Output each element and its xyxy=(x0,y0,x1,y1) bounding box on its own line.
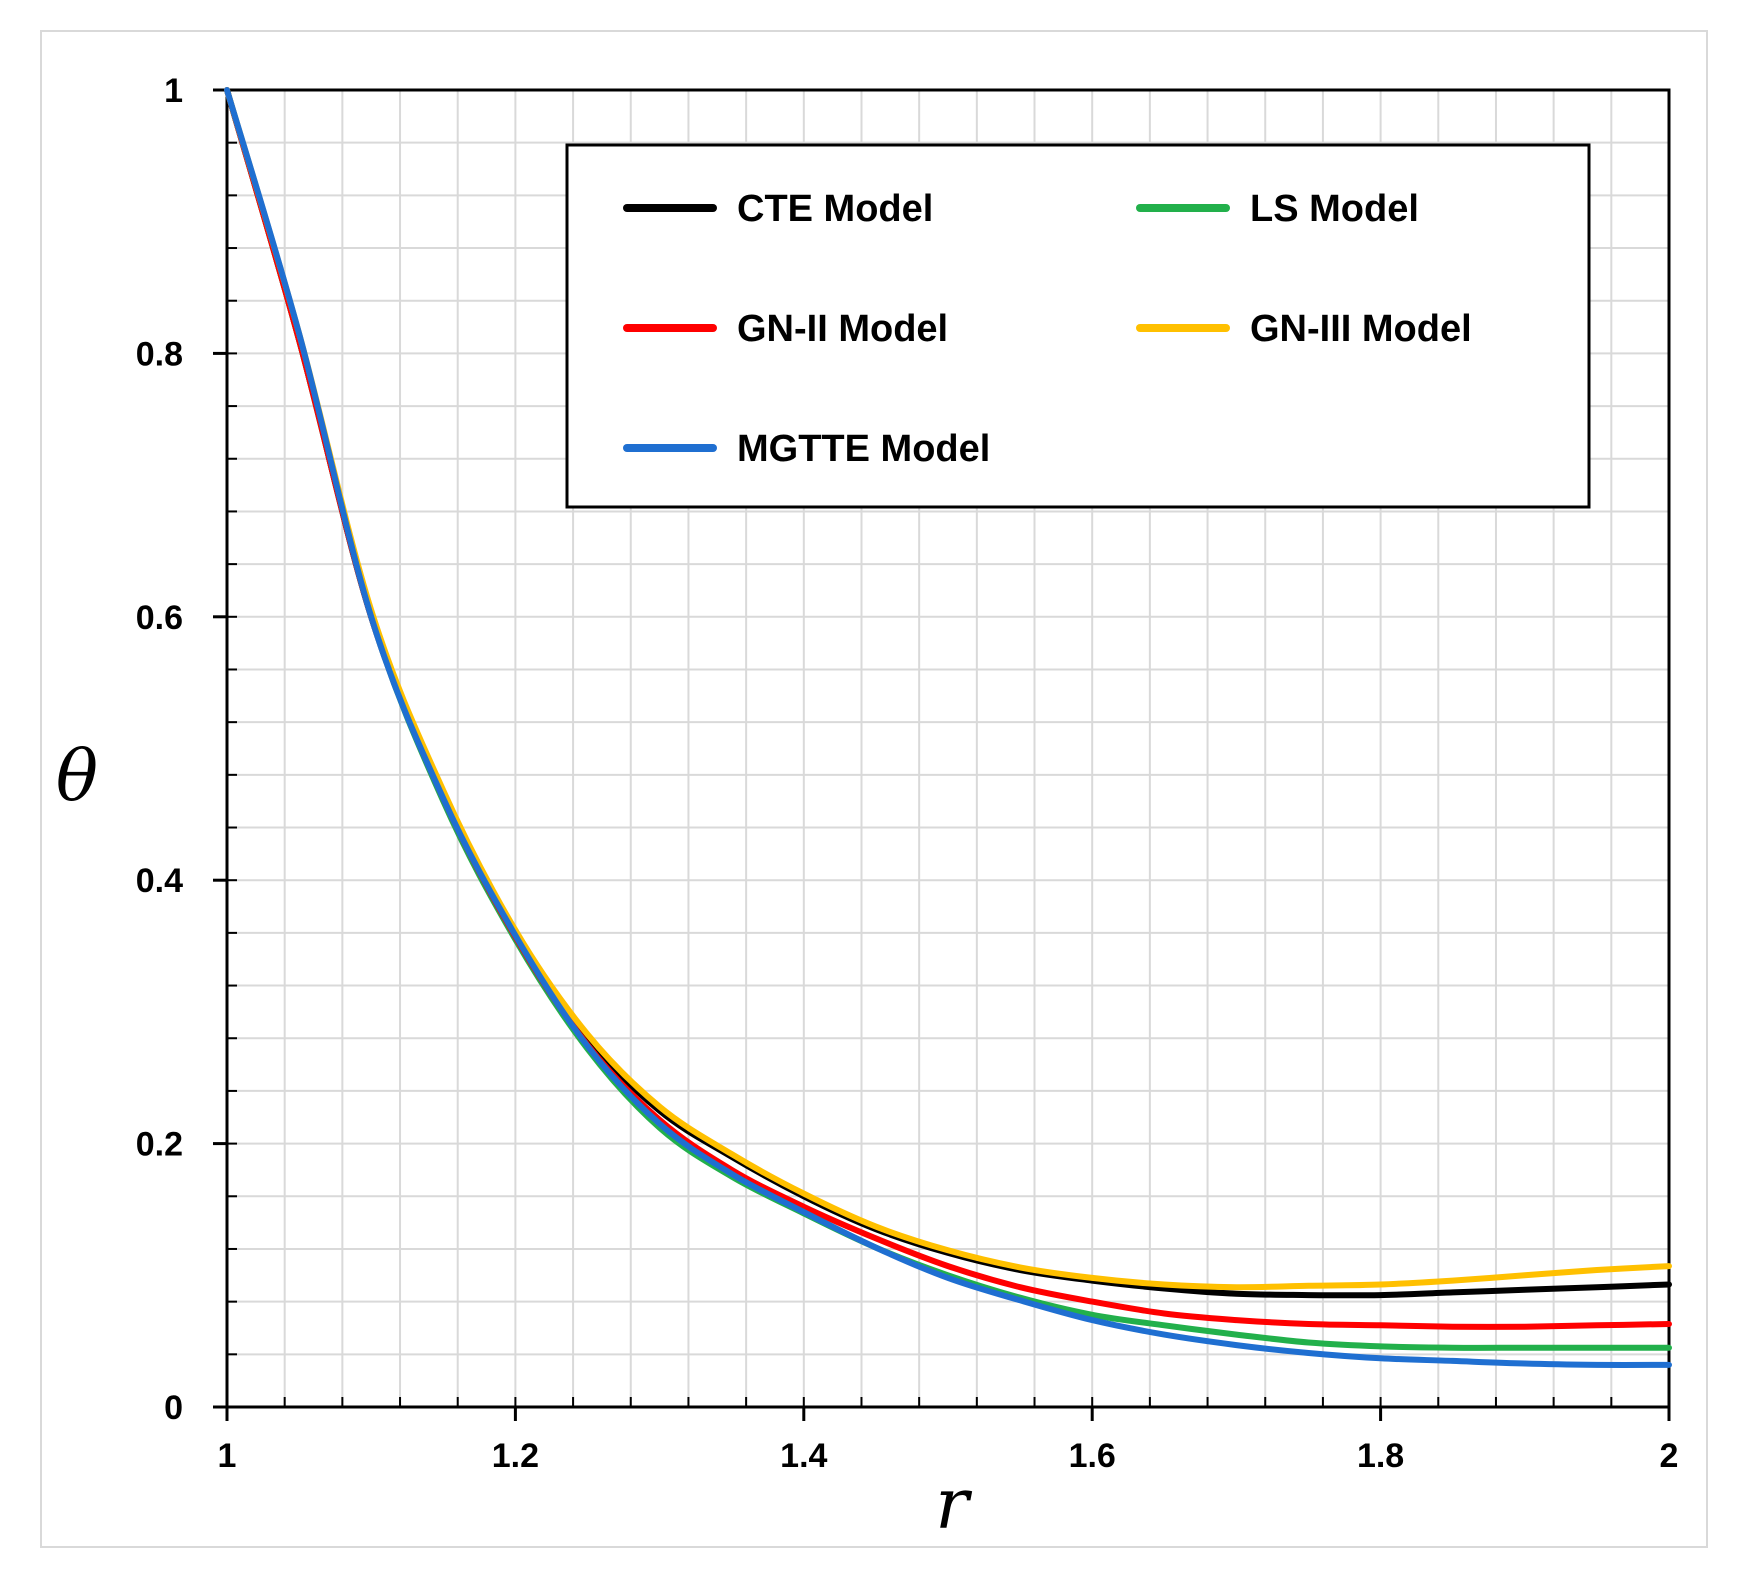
x-tick-label: 1.6 xyxy=(1069,1437,1116,1475)
y-tick-label: 0 xyxy=(164,1389,183,1427)
legend-label: CTE Model xyxy=(737,188,933,230)
legend-label: MGTTE Model xyxy=(737,428,990,470)
legend-item-gn-iii-model: GN-III Model xyxy=(1136,308,1472,350)
axes xyxy=(213,88,1671,1421)
y-tick-label: 0.8 xyxy=(136,335,183,373)
plot-area-border xyxy=(225,88,1671,1409)
legend-label: GN-III Model xyxy=(1250,308,1472,350)
y-axis-title: θ xyxy=(56,735,98,817)
legend-label: LS Model xyxy=(1250,188,1419,230)
tick-labels: 1 1.2 1.4 1.6 1.8 2 0 0.2 0.4 0.6 0.8 1 xyxy=(136,72,1679,1475)
x-tick-label: 1 xyxy=(218,1437,237,1475)
x-tick-label: 1.4 xyxy=(780,1437,827,1475)
x-tick-label: 1.8 xyxy=(1357,1437,1404,1475)
legend-item-cte-model: CTE Model xyxy=(623,188,933,230)
y-tick-label: 0.6 xyxy=(136,599,183,637)
y-tick-label: 0.4 xyxy=(136,862,183,900)
legend-box xyxy=(565,143,1591,509)
y-tick-label: 0.2 xyxy=(136,1126,183,1164)
legend: CTE Model LS Model GN-II Model GN-III Model… xyxy=(565,143,1591,509)
legend-label: GN-II Model xyxy=(737,308,948,350)
legend-item-ls-model: LS Model xyxy=(1136,188,1419,230)
legend-item-gn-ii-model: GN-II Model xyxy=(623,308,948,350)
series-lines xyxy=(224,87,1672,1368)
series-line-mgtte-model xyxy=(224,87,1672,1368)
x-tick-label: 2 xyxy=(1660,1437,1679,1475)
y-tick-label: 1 xyxy=(164,72,183,110)
x-tick-label: 1.2 xyxy=(492,1437,539,1475)
x-axis-title: r xyxy=(935,1463,972,1545)
legend-item-mgtte-model: MGTTE Model xyxy=(623,428,990,470)
